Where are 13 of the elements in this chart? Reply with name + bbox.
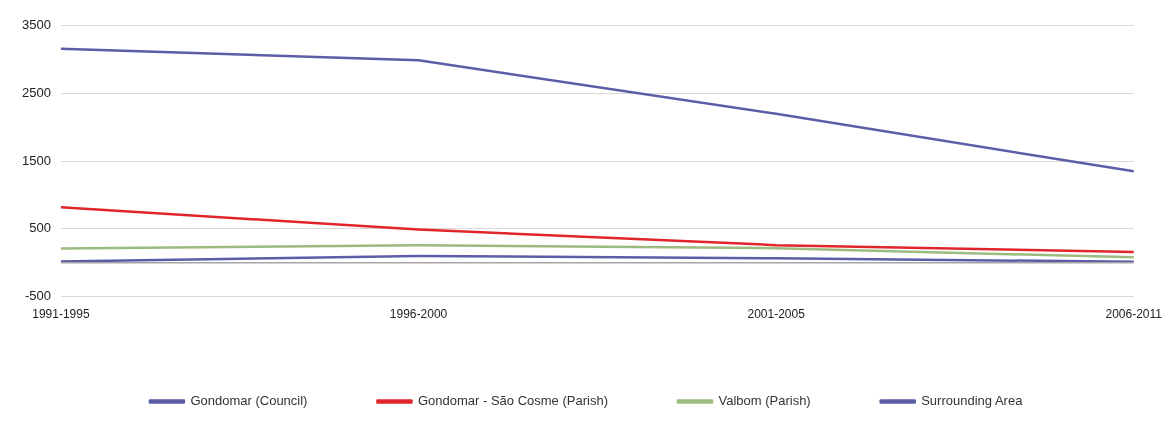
- x-tick-label: 1991-1995: [32, 307, 90, 322]
- legend-label: Surrounding Area: [921, 393, 1024, 409]
- x-tick-label: 1996-2000: [389, 307, 448, 322]
- y-tick-label: -500: [24, 288, 51, 304]
- y-tick-label: 2500: [22, 85, 51, 101]
- x-tick-label: 2001-2005: [747, 307, 806, 322]
- legend-label: Gondomar - São Cosme (Parish): [417, 393, 608, 409]
- y-tick-label: 500: [29, 220, 51, 236]
- legend-label: Gondomar (Council): [190, 393, 308, 409]
- legend-label: Valbom (Parish): [718, 393, 811, 409]
- y-tick-label: 1500: [22, 152, 51, 168]
- x-tick-label: 2006-2011: [1105, 307, 1163, 322]
- y-tick-label: 3500: [22, 17, 51, 33]
